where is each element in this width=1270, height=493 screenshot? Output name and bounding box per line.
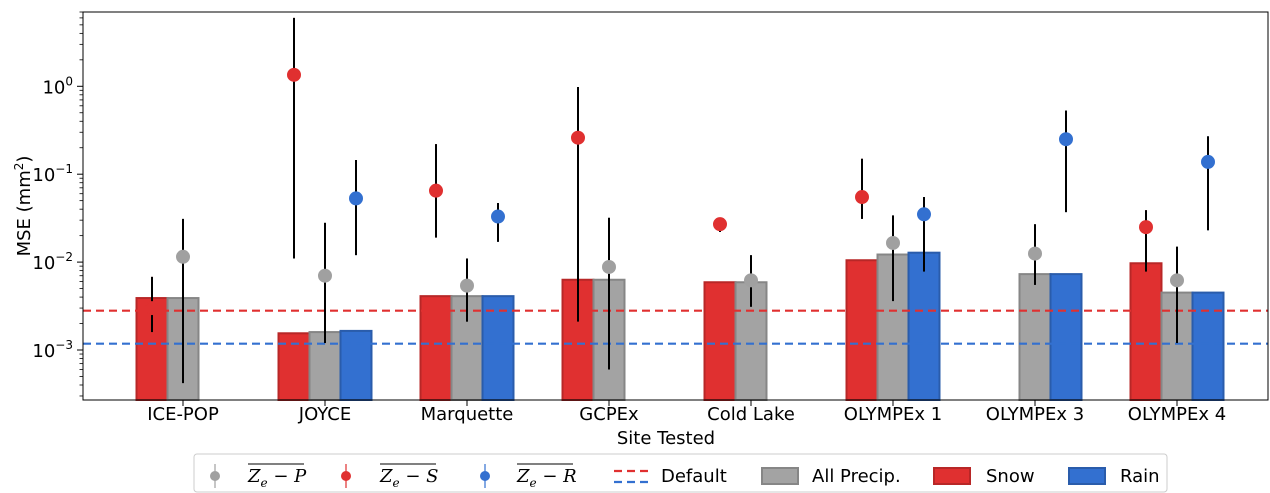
point-r-6 (917, 207, 931, 222)
y-tick-exponent: −3 (55, 338, 73, 352)
point-r-3 (491, 209, 505, 224)
legend-label-rest: − R (537, 466, 577, 487)
y-tick-label: 100 (42, 74, 73, 98)
point-s-3 (429, 183, 443, 198)
plot-layer (83, 17, 1268, 402)
bar-snow-6 (845, 259, 879, 401)
x-tick-label: Cold Lake (707, 404, 795, 425)
point-p-8 (1170, 273, 1184, 288)
y-tick-exponent: −2 (55, 250, 73, 264)
x-axis-title: Site Tested (617, 428, 715, 449)
point-r-2 (349, 191, 363, 206)
legend-frame (193, 453, 1168, 493)
bar-rain-8 (1191, 291, 1225, 401)
legend-label-point: Ze − S (379, 466, 438, 490)
legend-label-default: Default (661, 466, 727, 487)
y-tick-label: 10−1 (32, 162, 73, 186)
legend-label-rest: − P (268, 466, 308, 487)
y-tick-label: 10−3 (32, 338, 73, 362)
legend-label-bar: Rain (1120, 466, 1160, 487)
legend-label-rest: − S (400, 466, 439, 487)
legend-label-base: Z (379, 466, 393, 487)
x-tick-label: ICE-POP (147, 404, 219, 425)
legend-label-base: Z (516, 466, 530, 487)
point-p-3 (460, 278, 474, 293)
bar-snow-8 (1129, 262, 1163, 401)
y-tick-label: 10−2 (32, 250, 73, 274)
y-tick-base: 10 (32, 341, 55, 362)
x-tick-label: JOYCE (298, 404, 351, 425)
legend-label-sub: e (530, 476, 537, 490)
legend-label-sub: e (393, 476, 400, 490)
legend-marker (341, 471, 351, 481)
y-tick-base: 10 (42, 77, 65, 98)
legend-label-sub: e (261, 476, 268, 490)
legend-label-bar: All Precip. (812, 466, 901, 487)
y-axis-title-superscript: 2 (12, 163, 26, 171)
bar-all-precip--7 (1018, 273, 1052, 402)
legend: Ze − P Ze − S Ze − R Default All Precip. Snow… (193, 453, 1168, 493)
point-s-8 (1139, 220, 1153, 235)
plot-frame (82, 11, 1269, 401)
bar-snow-5 (703, 281, 737, 402)
point-r-7 (1059, 132, 1073, 147)
legend-swatch (1068, 467, 1106, 485)
point-s-5 (713, 217, 727, 232)
legend-label-point: Ze − R (516, 466, 577, 490)
bar-rain-2 (339, 329, 373, 401)
point-p-7 (1028, 246, 1042, 261)
point-p-4 (602, 259, 616, 274)
legend-marker (210, 471, 220, 481)
point-s-2 (287, 67, 301, 82)
legend-swatch (761, 467, 799, 485)
legend-label-bar: Snow (986, 466, 1035, 487)
bar-rain-6 (907, 251, 941, 401)
y-axis-title-text: MSE (mm (14, 170, 35, 256)
y-axis-title: MSE (mm2) (12, 156, 35, 257)
x-tick-label: OLYMPEx 3 (986, 404, 1084, 425)
point-p-1 (176, 249, 190, 264)
legend-label-base: Z (247, 466, 261, 487)
y-axis-title-end: ) (14, 156, 35, 163)
point-p-2 (318, 268, 332, 283)
y-tick-base: 10 (32, 253, 55, 274)
y-tick-exponent: −1 (55, 162, 73, 176)
x-tick-label: OLYMPEx 4 (1128, 404, 1226, 425)
legend-marker (480, 471, 490, 481)
point-r-8 (1201, 154, 1215, 169)
y-tick-base: 10 (32, 165, 55, 186)
bar-rain-7 (1049, 273, 1083, 402)
point-s-1 (145, 301, 159, 316)
point-p-5 (744, 273, 758, 288)
point-s-4 (571, 130, 585, 145)
legend-swatch (933, 467, 971, 485)
x-tick-label: GCPEx (579, 404, 639, 425)
x-tick-label: Marquette (421, 404, 514, 425)
bar-rain-3 (481, 295, 515, 401)
y-tick-exponent: 0 (65, 74, 73, 88)
point-s-6 (855, 190, 869, 205)
legend-label-point: Ze − P (247, 466, 307, 490)
x-tick-label: OLYMPEx 1 (844, 404, 942, 425)
point-p-6 (886, 235, 900, 250)
